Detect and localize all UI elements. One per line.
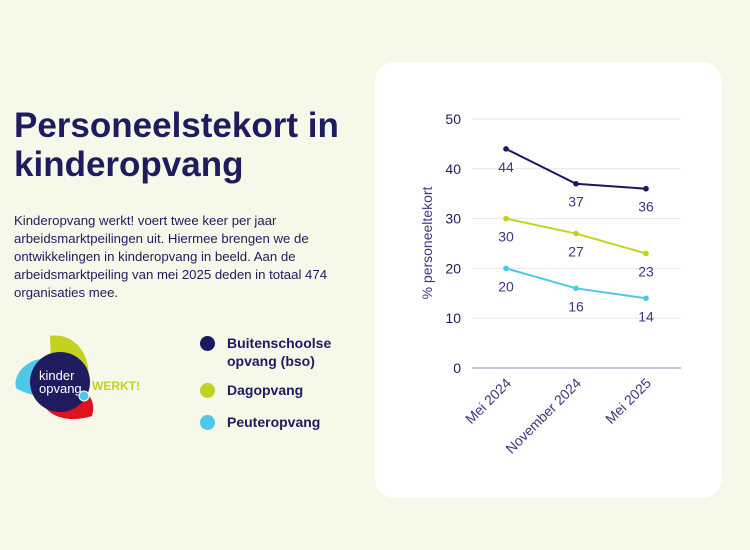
y-axis-label: % personeeltekort — [419, 186, 435, 299]
y-tick-label: 50 — [445, 111, 461, 127]
y-tick-label: 20 — [445, 260, 461, 276]
data-point — [643, 185, 649, 192]
x-tick-label: November 2024 — [502, 375, 584, 457]
legend-item-peuteropvang: Peuteropvang — [200, 413, 347, 431]
kinderopvang-werkt-logo: kinder opvang WERKT! — [15, 335, 140, 420]
data-point — [503, 146, 509, 152]
data-label: 37 — [568, 194, 584, 210]
legend-label: Peuteropvang — [227, 414, 321, 430]
data-point — [503, 215, 509, 222]
data-point — [643, 250, 649, 257]
legend-dot-bso — [200, 336, 215, 351]
data-point — [643, 295, 649, 302]
data-label: 23 — [638, 263, 654, 279]
legend-dot-dagopvang — [200, 383, 215, 398]
logo-text-werkt: WERKT! — [92, 379, 140, 393]
data-label: 16 — [568, 298, 584, 314]
data-point — [573, 230, 579, 237]
logo-badge-icon — [78, 390, 90, 402]
data-point — [573, 180, 579, 187]
data-label: 44 — [498, 159, 514, 175]
data-label: 20 — [498, 278, 514, 294]
legend-item-bso: Buitenschoolse opvang (bso) — [200, 334, 347, 370]
y-tick-label: 40 — [445, 161, 461, 177]
data-label: 30 — [498, 229, 514, 245]
data-point — [503, 265, 509, 272]
legend-item-dagopvang: Dagopvang — [200, 381, 347, 399]
x-tick-label: Mei 2024 — [462, 375, 514, 427]
page-title: Personeelstekort in kinderopvang — [14, 106, 339, 184]
logo-circle — [30, 352, 90, 412]
y-tick-label: 30 — [445, 211, 461, 227]
legend-label: Dagopvang — [227, 382, 304, 398]
data-label: 14 — [638, 308, 654, 324]
legend-dot-peuteropvang — [200, 415, 215, 430]
legend-label: Buitenschoolse opvang (bso) — [227, 335, 332, 369]
data-point — [573, 285, 579, 292]
y-tick-label: 10 — [445, 310, 461, 326]
x-tick-label: Mei 2025 — [602, 375, 654, 427]
data-label: 36 — [638, 199, 654, 215]
y-tick-label: 0 — [453, 360, 461, 376]
logo-text-kinder: kinder — [39, 368, 75, 383]
series-line — [505, 267, 647, 300]
data-label: 27 — [568, 244, 584, 260]
logo-text-opvang: opvang — [39, 381, 82, 396]
intro-text: Kinderopvang werkt! voert twee keer per … — [14, 213, 328, 300]
